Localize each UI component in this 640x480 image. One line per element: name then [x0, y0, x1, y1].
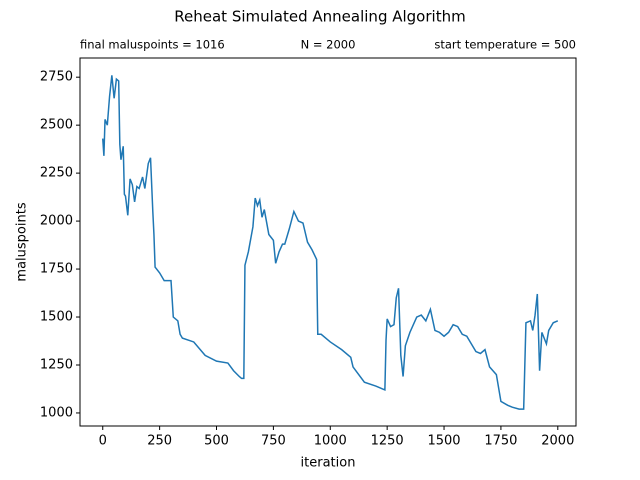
y-axis-label: maluspoints — [15, 202, 30, 281]
subtitle: start temperature = 500 — [434, 38, 576, 52]
y-tick-label: 1500 — [40, 310, 73, 325]
x-axis-label: iteration — [301, 456, 356, 471]
y-tick-label: 2750 — [40, 70, 73, 85]
plot-frame — [79, 57, 577, 427]
y-tick-label: 2500 — [40, 118, 73, 133]
x-tick-label: 1750 — [484, 434, 517, 449]
data-line — [102, 75, 559, 410]
x-tick-label: 1250 — [371, 434, 404, 449]
x-tick-label: 750 — [261, 434, 286, 449]
y-tick-label: 2000 — [40, 214, 73, 229]
subtitle: final maluspoints = 1016 — [80, 38, 225, 52]
y-tick-label: 1250 — [40, 357, 73, 372]
subtitle: N = 2000 — [301, 38, 356, 52]
y-tick-label: 2250 — [40, 166, 73, 181]
x-tick-label: 1000 — [314, 434, 347, 449]
y-tick-label: 1750 — [40, 262, 73, 277]
y-tick-label: 1000 — [40, 405, 73, 420]
x-tick-label: 500 — [204, 434, 229, 449]
x-tick-label: 250 — [147, 434, 172, 449]
chart-title: Reheat Simulated Annealing Algorithm — [174, 8, 465, 26]
x-tick-label: 2000 — [541, 434, 574, 449]
x-tick-label: 1500 — [427, 434, 460, 449]
x-tick-label: 0 — [99, 434, 107, 449]
